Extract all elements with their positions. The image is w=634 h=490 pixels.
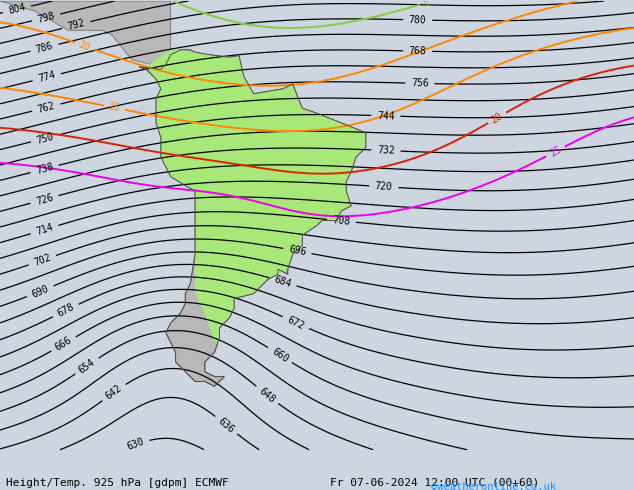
Polygon shape — [139, 50, 366, 386]
Polygon shape — [0, 1, 171, 79]
Text: 702: 702 — [32, 252, 53, 268]
Text: 636: 636 — [216, 416, 236, 435]
Text: 648: 648 — [257, 386, 277, 405]
Text: 774: 774 — [37, 70, 56, 84]
Text: 744: 744 — [377, 111, 395, 121]
Text: 804: 804 — [7, 2, 27, 16]
Text: 660: 660 — [270, 346, 290, 364]
Text: Fr 07-06-2024 12:00 UTC (00+60): Fr 07-06-2024 12:00 UTC (00+60) — [330, 478, 539, 488]
Text: 756: 756 — [411, 78, 429, 89]
Text: 666: 666 — [53, 335, 74, 353]
Text: 20: 20 — [489, 110, 505, 125]
Text: 714: 714 — [35, 222, 55, 237]
Text: 684: 684 — [273, 274, 293, 289]
Text: 708: 708 — [332, 215, 351, 227]
Text: 780: 780 — [409, 15, 427, 25]
Text: 696: 696 — [288, 245, 307, 258]
Text: ©weatheronline.co.uk: ©weatheronline.co.uk — [431, 483, 556, 490]
Text: 786: 786 — [35, 41, 55, 55]
Text: 738: 738 — [35, 162, 55, 176]
Text: 672: 672 — [286, 315, 306, 331]
Text: 25: 25 — [548, 144, 563, 159]
Text: 654: 654 — [77, 357, 97, 375]
Text: 792: 792 — [67, 18, 86, 32]
Text: 762: 762 — [36, 100, 56, 115]
Text: 10: 10 — [77, 39, 92, 53]
Text: 630: 630 — [126, 437, 146, 452]
Text: 726: 726 — [35, 192, 55, 207]
Text: 690: 690 — [30, 283, 50, 299]
Text: 15: 15 — [108, 101, 121, 114]
Text: 750: 750 — [35, 131, 55, 146]
Text: 678: 678 — [56, 302, 76, 319]
Text: 768: 768 — [409, 46, 427, 56]
Polygon shape — [146, 50, 366, 343]
Text: 720: 720 — [375, 181, 393, 192]
Text: 732: 732 — [377, 145, 395, 156]
Text: 798: 798 — [36, 10, 56, 24]
Text: 5: 5 — [422, 0, 430, 8]
Text: 642: 642 — [104, 383, 124, 402]
Text: Height/Temp. 925 hPa [gdpm] ECMWF: Height/Temp. 925 hPa [gdpm] ECMWF — [6, 478, 229, 488]
